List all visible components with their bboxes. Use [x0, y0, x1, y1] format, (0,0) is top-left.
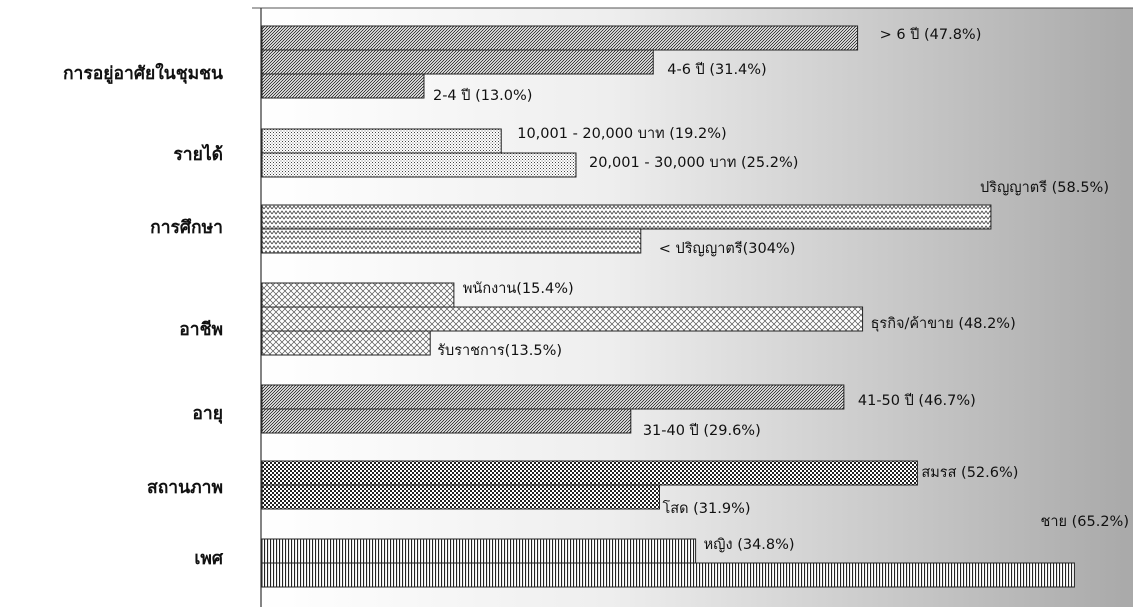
bar [261, 204, 992, 230]
bar [261, 384, 845, 410]
category-label: การอยู่อาศัยในชุมชน [62, 64, 223, 84]
bar [261, 330, 431, 356]
bar [261, 562, 1075, 588]
category-label: รายได้ [173, 145, 223, 165]
bar [261, 49, 654, 75]
bar [261, 282, 455, 308]
bar-data-label: โสด (31.9%) [662, 501, 751, 517]
bar-data-label: รับราชการ(13.5%) [437, 343, 563, 359]
category-label: การศึกษา [150, 218, 223, 238]
bar-data-label: 2-4 ปี (13.0%) [432, 88, 533, 104]
bar-data-label: 31-40 ปี (29.6%) [642, 423, 761, 439]
bar [261, 484, 660, 510]
bar-data-label: สมรส (52.6%) [921, 465, 1019, 481]
category-label: สถานภาพ [147, 478, 223, 498]
bar [261, 128, 502, 154]
category-label: เพศ [194, 549, 223, 569]
bar [261, 152, 577, 178]
bar-data-label: < ปริญญาตรี(304%) [658, 241, 796, 257]
bar [261, 408, 632, 434]
bar-data-label: ชาย (65.2%) [1040, 514, 1129, 530]
bar-data-label: 20,001 - 30,000 บาท (25.2%) [588, 155, 799, 171]
bar-data-label: 10,001 - 20,000 บาท (19.2%) [517, 126, 727, 142]
category-label: อาชีพ [179, 320, 223, 340]
bar-data-label: หญิง (34.8%) [703, 537, 795, 553]
bar [261, 228, 642, 254]
bar [261, 538, 697, 564]
bar [261, 73, 425, 99]
bar-data-label: 4-6 ปี (31.4%) [667, 62, 767, 78]
bar-data-label: พนักงาน(15.4%) [462, 281, 574, 297]
bar [261, 460, 918, 486]
bar-data-label: ธุรกิจ/ค้าขาย (48.2%) [870, 316, 1016, 332]
bar-data-label: ปริญญาตรี (58.5%) [979, 180, 1109, 196]
bar-data-label: 41-50 ปี (46.7%) [857, 393, 976, 409]
category-label: อายุ [192, 404, 223, 424]
bar [261, 25, 859, 51]
bar [261, 306, 864, 332]
bar-data-label: > 6 ปี (47.8%) [879, 27, 982, 43]
